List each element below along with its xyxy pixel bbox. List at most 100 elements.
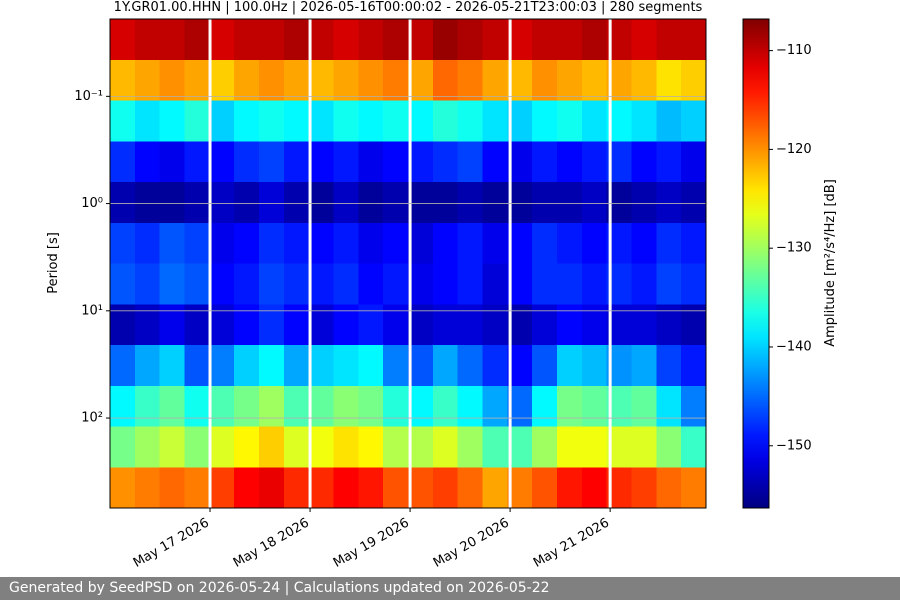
heatmap-cell xyxy=(432,345,459,387)
heatmap-cell xyxy=(134,385,161,427)
heatmap-cell xyxy=(308,263,334,305)
heatmap-cell xyxy=(259,182,285,224)
heatmap-cell xyxy=(383,182,409,224)
x-tick-label: May 18 2026 xyxy=(231,516,312,571)
heatmap-cell xyxy=(333,426,359,468)
heatmap-cell xyxy=(209,59,235,101)
plot-frame xyxy=(109,18,707,509)
heatmap-cell xyxy=(482,222,508,264)
heatmap-cell xyxy=(209,19,235,61)
heatmap-cell xyxy=(457,426,483,468)
heatmap-cell xyxy=(209,222,235,264)
colorbar-tick-label: −110 xyxy=(776,43,812,58)
heatmap-cell xyxy=(408,467,434,509)
heatmap-cell xyxy=(159,385,185,427)
heatmap-cell xyxy=(110,59,136,101)
heatmap-cell xyxy=(457,467,483,509)
footer: Generated by SeedPSD on 2026-05-24 | Cal… xyxy=(0,577,900,600)
heatmap-cell xyxy=(631,19,657,61)
heatmap-cell xyxy=(581,100,608,142)
heatmap-cell xyxy=(432,100,459,142)
heatmap-cell xyxy=(159,141,185,183)
y-axis-label: Period [s] xyxy=(46,232,61,294)
heatmap-cell xyxy=(308,385,334,427)
heatmap-cell xyxy=(259,59,285,101)
heatmap-cell xyxy=(557,467,583,509)
heatmap-cell xyxy=(681,263,707,305)
heatmap-cell xyxy=(308,100,334,142)
heatmap-cell xyxy=(482,345,508,387)
heatmap-cell xyxy=(408,222,434,264)
heatmap-cell xyxy=(482,426,508,468)
heatmap-cell xyxy=(159,100,185,142)
heatmap-cell xyxy=(557,222,583,264)
heatmap-cell xyxy=(656,385,682,427)
heatmap-cell xyxy=(134,467,161,509)
heatmap-cell xyxy=(308,19,334,61)
heatmap-cell xyxy=(383,19,409,61)
heatmap-cell xyxy=(184,19,210,61)
heatmap-cell xyxy=(283,222,310,264)
heatmap-cell xyxy=(308,182,334,224)
heatmap-cell xyxy=(110,19,136,61)
colorbar-tick-label: −140 xyxy=(776,339,812,354)
heatmap-cell xyxy=(234,100,260,142)
heatmap-cell xyxy=(283,263,310,305)
y-tick-label: 10⁻¹ xyxy=(74,89,103,104)
heatmap-cell xyxy=(408,19,434,61)
heatmap-cell xyxy=(383,467,409,509)
heatmap-cell xyxy=(110,345,136,387)
heatmap-cell xyxy=(333,19,359,61)
heatmap-cell xyxy=(408,100,434,142)
heatmap-cell xyxy=(283,19,310,61)
heatmap-cell xyxy=(581,426,608,468)
heatmap-cell xyxy=(581,345,608,387)
heatmap-cell xyxy=(408,385,434,427)
heatmap-cell xyxy=(408,141,434,183)
heatmap-cell xyxy=(159,345,185,387)
heatmap-cell xyxy=(581,19,608,61)
heatmap-cell xyxy=(209,467,235,509)
heatmap-cell xyxy=(457,100,483,142)
heatmap-cell xyxy=(358,59,384,101)
heatmap-cell xyxy=(383,100,409,142)
heatmap-cell xyxy=(234,345,260,387)
heatmap-cell xyxy=(432,182,459,224)
heatmap-cell xyxy=(457,141,483,183)
heatmap-cell xyxy=(532,59,558,101)
heatmap-cell xyxy=(234,222,260,264)
heatmap-cell xyxy=(308,426,334,468)
heatmap-cell xyxy=(259,100,285,142)
heatmap-cell xyxy=(159,182,185,224)
heatmap-cell xyxy=(457,263,483,305)
heatmap-cell xyxy=(631,426,657,468)
heatmap-cell xyxy=(259,263,285,305)
heatmap-cell xyxy=(184,467,210,509)
heatmap-cell xyxy=(532,182,558,224)
heatmap-cell xyxy=(184,222,210,264)
heatmap-cell xyxy=(631,467,657,509)
heatmap-cell xyxy=(159,426,185,468)
heatmap-cell xyxy=(110,263,136,305)
heatmap-cell xyxy=(457,182,483,224)
heatmap-cell xyxy=(209,182,235,224)
heatmap-cell xyxy=(209,141,235,183)
heatmap-cell xyxy=(408,345,434,387)
heatmap-cell xyxy=(532,426,558,468)
chart: 1Y.GR01.00.HHN | 100.0Hz | 2026-05-16T00… xyxy=(46,0,838,571)
heatmap-cell xyxy=(134,345,161,387)
heatmap-cell xyxy=(631,222,657,264)
heatmap-cell xyxy=(383,263,409,305)
heatmap-cell xyxy=(159,19,185,61)
heatmap-cell xyxy=(631,141,657,183)
heatmap-cell xyxy=(259,467,285,509)
heatmap-cell xyxy=(482,385,508,427)
heatmap-cell xyxy=(557,182,583,224)
heatmap-cell xyxy=(581,385,608,427)
heatmap-cell xyxy=(184,100,210,142)
heatmap-cell xyxy=(581,467,608,509)
heatmap-cell xyxy=(408,182,434,224)
heatmap-cell xyxy=(656,59,682,101)
heatmap-cell xyxy=(209,263,235,305)
